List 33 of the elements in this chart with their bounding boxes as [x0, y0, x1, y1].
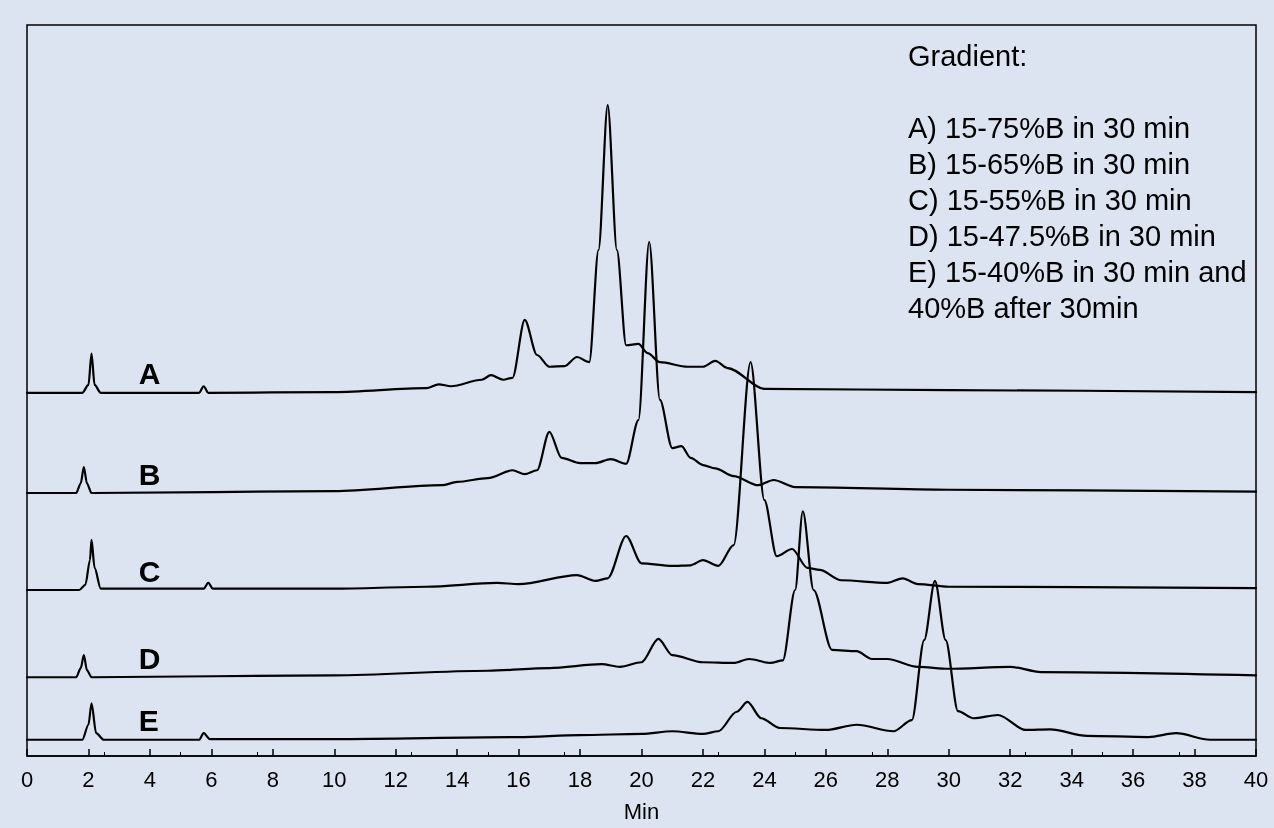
x-tick-label: 36 — [1120, 766, 1146, 792]
x-tick-label: 20 — [629, 766, 654, 792]
x-tick-label: 32 — [997, 766, 1023, 792]
series-label: D — [138, 641, 161, 675]
x-tick-label: 40 — [1243, 766, 1269, 792]
series-label: A — [138, 357, 161, 391]
x-tick-label: 8 — [266, 766, 279, 792]
annotation: A) 15-75%B in 30 min — [908, 112, 1191, 144]
text: Gradient: — [908, 40, 1028, 72]
x-tick-label: 2 — [82, 766, 95, 792]
annotation: B) 15-65%B in 30 min — [908, 148, 1191, 180]
x-tick-label: 38 — [1182, 766, 1207, 792]
x-tick-label: 12 — [383, 766, 408, 792]
x-tick-label: 24 — [752, 766, 777, 792]
x-tick-label: 26 — [813, 766, 839, 792]
x-tick-label: 10 — [322, 766, 347, 792]
series-label: E — [138, 704, 159, 738]
x-tick-label: 28 — [875, 766, 900, 792]
x-tick-label: 0 — [20, 766, 34, 792]
x-tick-label: 22 — [690, 766, 716, 792]
x-tick-label: 6 — [205, 766, 218, 792]
x-tick-label: 30 — [936, 766, 961, 792]
x-tick-label: 16 — [506, 766, 531, 792]
annotation: D) 15-47.5%B in 30 min — [908, 220, 1216, 252]
annotation: E) 15-40%B in 30 min and 40%B after 30min — [908, 256, 1255, 324]
x-tick-label: 34 — [1059, 766, 1084, 792]
x-tick-label: 14 — [444, 766, 470, 792]
x-tick-label: 4 — [143, 766, 157, 792]
x-tick-label: 18 — [567, 766, 593, 792]
x-axis-title: Min — [623, 798, 660, 824]
series-label: B — [138, 457, 161, 491]
annotation: C) 15-55%B in 30 min — [908, 184, 1192, 216]
series-label: C — [138, 554, 161, 588]
